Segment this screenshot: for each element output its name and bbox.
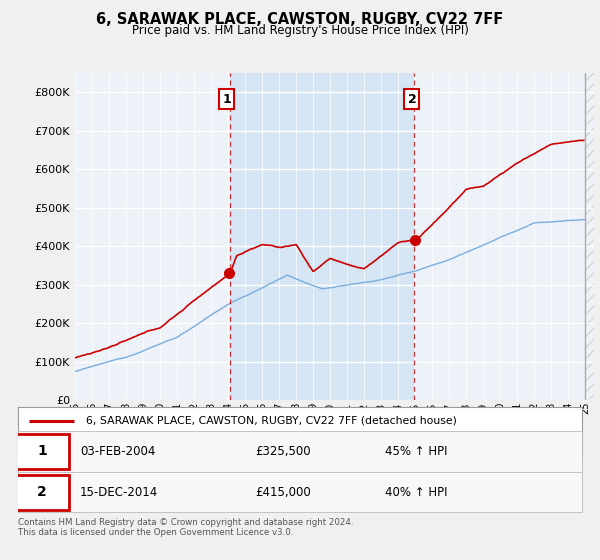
Text: 1: 1: [223, 92, 232, 105]
Text: 6, SARAWAK PLACE, CAWSTON, RUGBY, CV22 7FF (detached house): 6, SARAWAK PLACE, CAWSTON, RUGBY, CV22 7…: [86, 416, 457, 426]
Text: HPI: Average price, detached house, Rugby: HPI: Average price, detached house, Rugb…: [86, 437, 323, 447]
Text: Contains HM Land Registry data © Crown copyright and database right 2024.
This d: Contains HM Land Registry data © Crown c…: [18, 518, 353, 538]
Text: Price paid vs. HM Land Registry's House Price Index (HPI): Price paid vs. HM Land Registry's House …: [131, 24, 469, 36]
Text: £325,500: £325,500: [255, 445, 311, 458]
Text: 15-DEC-2014: 15-DEC-2014: [80, 486, 158, 499]
FancyBboxPatch shape: [15, 475, 69, 510]
Bar: [586, 73, 594, 400]
Text: 40% ↑ HPI: 40% ↑ HPI: [385, 486, 447, 499]
Text: 03-FEB-2004: 03-FEB-2004: [80, 445, 155, 458]
Bar: [230, 73, 415, 400]
Text: 6, SARAWAK PLACE, CAWSTON, RUGBY, CV22 7FF: 6, SARAWAK PLACE, CAWSTON, RUGBY, CV22 7…: [97, 12, 503, 27]
Bar: [586, 73, 594, 400]
Text: 2: 2: [37, 485, 47, 500]
Text: £415,000: £415,000: [255, 486, 311, 499]
Text: 45% ↑ HPI: 45% ↑ HPI: [385, 445, 447, 458]
Text: 1: 1: [37, 445, 47, 458]
Text: 2: 2: [407, 92, 416, 105]
FancyBboxPatch shape: [15, 434, 69, 469]
